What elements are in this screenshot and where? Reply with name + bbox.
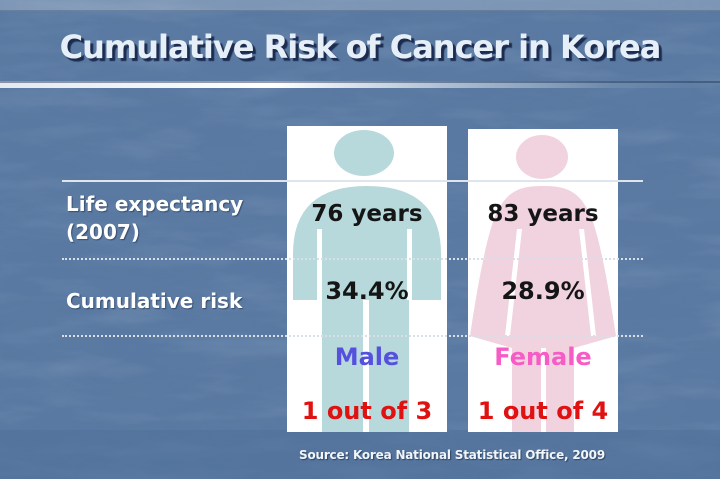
female-panel — [468, 129, 618, 432]
life-expectancy-label: Life expectancy — [66, 192, 244, 216]
male-panel — [287, 126, 447, 432]
female-ratio: 1 out of 4 — [477, 397, 609, 425]
row-divider-dashed-1 — [62, 258, 643, 260]
female-cumulative-risk-value: 28.9% — [501, 277, 585, 305]
male-life-expectancy-value: 76 years — [311, 201, 423, 227]
female-label: Female — [494, 343, 592, 371]
page-title: Cumulative Risk of Cancer in Korea — [59, 28, 662, 66]
female-figure-icon — [470, 135, 616, 432]
row-label-life-expectancy: Life expectancy (2007) — [66, 190, 243, 246]
female-life-expectancy-value: 83 years — [487, 201, 599, 227]
male-figure-icon — [293, 130, 441, 432]
top-accent-strip — [0, 0, 720, 11]
row-divider-solid — [62, 180, 643, 182]
male-cumulative-risk-value: 34.4% — [325, 277, 409, 305]
title-divider — [0, 81, 720, 88]
row-divider-dashed-2 — [62, 335, 643, 337]
male-ratio: 1 out of 3 — [301, 397, 433, 425]
life-expectancy-year: (2007) — [66, 220, 140, 244]
row-label-cumulative-risk: Cumulative risk — [66, 289, 243, 313]
male-label: Male — [334, 343, 400, 371]
source-note: Source: Korea National Statistical Offic… — [299, 448, 605, 462]
